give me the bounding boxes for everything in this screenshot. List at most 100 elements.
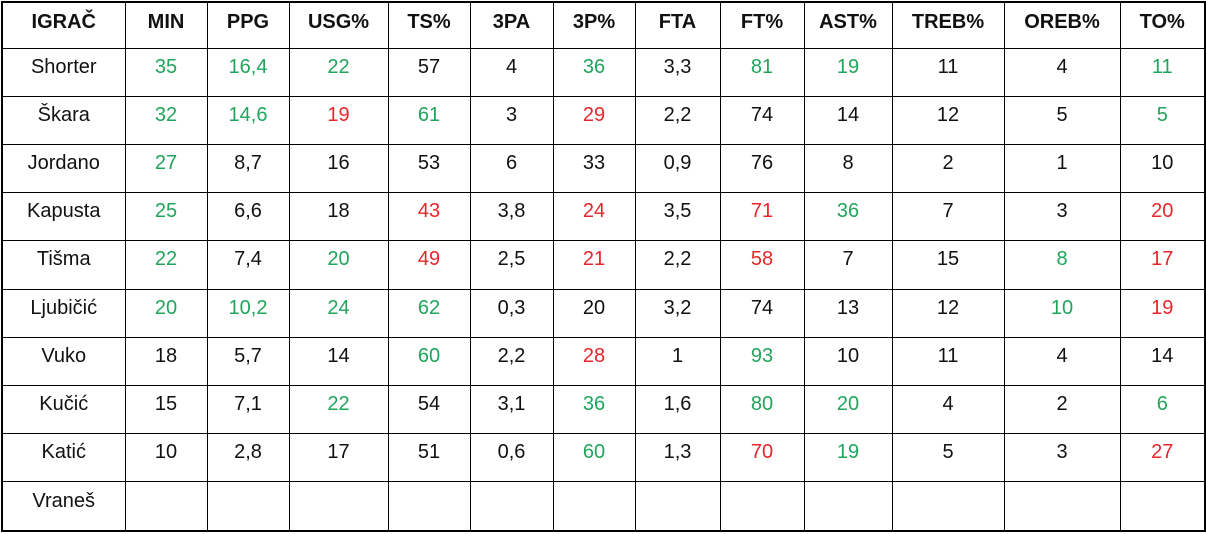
stat-cell: 20	[803, 385, 893, 435]
header-row: IGRAČ MIN PPG USG% TS% 3PA 3P% FTA FT% AST% TREB% O…	[1, 1, 1206, 49]
stat-cell: 1,3	[634, 433, 721, 483]
stat-cell: 17	[1119, 240, 1206, 290]
stat-cell	[124, 481, 208, 532]
stat-cell: 13	[803, 288, 893, 338]
stat-cell: 74	[719, 95, 805, 145]
stat-cell: 3,8	[469, 192, 554, 242]
stat-cell	[803, 481, 893, 532]
stat-cell: 2	[891, 143, 1005, 194]
table-row: Ljubičić 20 10,2 24 62 0,3 20 3,2 74 13 12 10 19	[1, 288, 1206, 338]
stat-cell: 28	[552, 336, 636, 387]
stat-cell: 3,3	[634, 47, 721, 97]
stat-cell	[1003, 481, 1121, 532]
column-header-min: MIN	[124, 1, 208, 49]
stat-cell: 21	[552, 240, 636, 290]
stat-cell: 2,2	[634, 240, 721, 290]
stat-cell: 4	[469, 47, 554, 97]
table-row: Vuko 18 5,7 14 60 2,2 28 1 93 10 11 4 14	[1, 336, 1206, 387]
stat-cell: 4	[1003, 336, 1121, 387]
stat-cell: 15	[891, 240, 1005, 290]
player-name: Jordano	[1, 143, 126, 194]
stat-cell: 11	[1119, 47, 1206, 97]
stat-cell: 4	[1003, 47, 1121, 97]
table-row: Vraneš	[1, 481, 1206, 532]
stat-cell: 11	[891, 47, 1005, 97]
stat-cell: 18	[288, 192, 389, 242]
stat-cell	[288, 481, 389, 532]
stat-cell: 0,3	[469, 288, 554, 338]
stat-cell: 36	[803, 192, 893, 242]
stat-cell: 60	[552, 433, 636, 483]
stat-cell: 60	[387, 336, 471, 387]
stat-cell: 20	[288, 240, 389, 290]
stat-cell: 6	[1119, 385, 1206, 435]
stat-cell: 15	[124, 385, 208, 435]
stat-cell: 19	[803, 433, 893, 483]
stat-cell: 81	[719, 47, 805, 97]
table-body: Shorter 35 16,4 22 57 4 36 3,3 81 19 11 4 11 Škara 32 1…	[1, 47, 1206, 532]
stat-cell	[469, 481, 554, 532]
stat-cell: 76	[719, 143, 805, 194]
stat-cell: 6,6	[206, 192, 290, 242]
stat-cell: 3,5	[634, 192, 721, 242]
column-header-3p: 3P%	[552, 1, 636, 49]
player-name: Vraneš	[1, 481, 126, 532]
column-header-to: TO%	[1119, 1, 1206, 49]
stat-cell: 51	[387, 433, 471, 483]
stat-cell: 1,6	[634, 385, 721, 435]
stat-cell: 49	[387, 240, 471, 290]
table-row: Tišma 22 7,4 20 49 2,5 21 2,2 58 7 15 8 17	[1, 240, 1206, 290]
stat-cell: 29	[552, 95, 636, 145]
stat-cell: 0,6	[469, 433, 554, 483]
stat-cell: 22	[288, 385, 389, 435]
stat-cell: 14	[1119, 336, 1206, 387]
stat-cell	[891, 481, 1005, 532]
table-row: Shorter 35 16,4 22 57 4 36 3,3 81 19 11 4 11	[1, 47, 1206, 97]
stat-cell: 14	[288, 336, 389, 387]
column-header-fta: FTA	[634, 1, 721, 49]
stat-cell: 43	[387, 192, 471, 242]
column-header-ts: TS%	[387, 1, 471, 49]
stat-cell: 54	[387, 385, 471, 435]
stat-cell: 7	[803, 240, 893, 290]
table-row: Škara 32 14,6 19 61 3 29 2,2 74 14 12 5 5	[1, 95, 1206, 145]
stat-cell: 0,9	[634, 143, 721, 194]
stat-cell: 2	[1003, 385, 1121, 435]
stat-cell: 2,8	[206, 433, 290, 483]
stat-cell: 5	[1003, 95, 1121, 145]
column-header-3pa: 3PA	[469, 1, 554, 49]
stat-cell	[387, 481, 471, 532]
player-name: Kučić	[1, 385, 126, 435]
stat-cell: 61	[387, 95, 471, 145]
stat-cell: 8	[1003, 240, 1121, 290]
stat-cell	[552, 481, 636, 532]
stat-cell: 17	[288, 433, 389, 483]
player-name: Ljubičić	[1, 288, 126, 338]
stat-cell: 62	[387, 288, 471, 338]
stat-cell: 2,2	[634, 95, 721, 145]
table-header: IGRAČ MIN PPG USG% TS% 3PA 3P% FTA FT% AST% TREB% O…	[1, 1, 1206, 49]
stat-cell: 35	[124, 47, 208, 97]
stat-cell: 19	[288, 95, 389, 145]
stat-cell: 58	[719, 240, 805, 290]
stat-cell: 36	[552, 47, 636, 97]
stat-cell: 80	[719, 385, 805, 435]
stat-cell: 33	[552, 143, 636, 194]
stat-cell: 12	[891, 95, 1005, 145]
stat-cell: 8	[803, 143, 893, 194]
stat-cell: 11	[891, 336, 1005, 387]
stat-cell: 3	[1003, 433, 1121, 483]
column-header-treb: TREB%	[891, 1, 1005, 49]
stat-cell: 1	[1003, 143, 1121, 194]
stat-cell: 27	[1119, 433, 1206, 483]
table-row: Kapusta 25 6,6 18 43 3,8 24 3,5 71 36 7 3 20	[1, 192, 1206, 242]
stat-cell: 3	[1003, 192, 1121, 242]
stat-cell: 10	[124, 433, 208, 483]
table-row: Katić 10 2,8 17 51 0,6 60 1,3 70 19 5 3 27	[1, 433, 1206, 483]
stat-cell: 32	[124, 95, 208, 145]
stat-cell: 10	[1119, 143, 1206, 194]
player-name: Tišma	[1, 240, 126, 290]
stat-cell: 25	[124, 192, 208, 242]
table-row: Jordano 27 8,7 16 53 6 33 0,9 76 8 2 1 10	[1, 143, 1206, 194]
